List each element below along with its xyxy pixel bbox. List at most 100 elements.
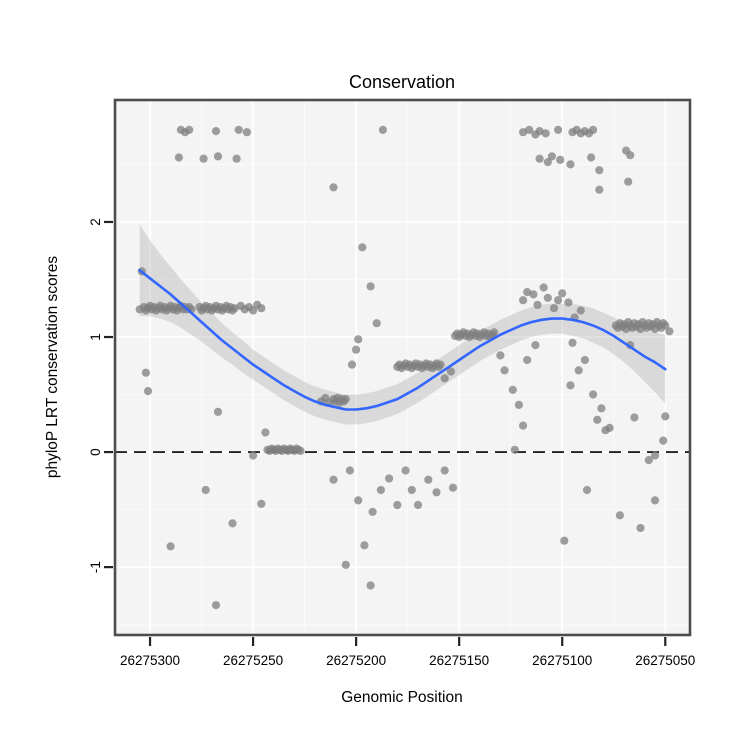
data-point	[393, 500, 402, 510]
data-point	[650, 496, 660, 505]
data-point	[424, 475, 433, 484]
data-point	[595, 166, 604, 175]
data-point	[432, 488, 441, 497]
data-point	[341, 395, 350, 404]
data-point	[539, 283, 548, 292]
data-point	[580, 355, 590, 365]
data-point	[556, 155, 565, 164]
data-point	[541, 129, 550, 138]
data-point	[589, 390, 598, 399]
data-point	[615, 511, 625, 520]
data-point	[533, 300, 542, 309]
data-point	[448, 483, 458, 492]
data-point	[232, 154, 241, 163]
data-point	[529, 290, 538, 299]
data-point	[665, 327, 674, 336]
data-point	[166, 542, 175, 551]
data-point	[490, 328, 499, 337]
data-point	[354, 496, 363, 505]
data-point	[257, 304, 266, 313]
x-axis-tick-label: 26275200	[326, 653, 386, 668]
data-point	[519, 296, 528, 305]
panel-border	[113, 98, 692, 637]
y-axis-tick-label: 1	[88, 333, 103, 341]
data-point	[230, 304, 239, 313]
smooth-trend-line	[138, 269, 667, 411]
data-point	[185, 125, 194, 134]
data-point	[234, 125, 243, 134]
data-point	[358, 243, 367, 252]
data-point	[659, 436, 668, 445]
data-point	[519, 421, 528, 430]
data-point	[360, 541, 369, 550]
data-point	[366, 581, 375, 590]
data-point	[366, 282, 375, 291]
data-point	[201, 485, 210, 495]
data-point	[644, 456, 653, 465]
data-point	[564, 298, 573, 307]
data-point	[508, 385, 517, 394]
data-point	[574, 366, 583, 375]
y-axis-tick-label: 2	[88, 218, 103, 226]
data-point	[636, 523, 645, 533]
data-point	[354, 335, 363, 344]
data-point	[523, 355, 532, 365]
data-point	[624, 177, 633, 186]
data-point	[587, 153, 596, 162]
data-point	[446, 367, 455, 376]
x-axis-tick-label: 26275300	[120, 653, 180, 668]
data-point	[661, 412, 670, 421]
data-point	[329, 183, 338, 192]
data-point	[228, 519, 237, 528]
data-point	[211, 127, 221, 136]
data-point	[543, 158, 552, 167]
data-point	[510, 445, 519, 454]
data-point	[626, 151, 635, 160]
data-point	[597, 404, 606, 413]
y-axis-tick-label: 0	[88, 448, 103, 456]
data-point	[407, 485, 416, 495]
data-point	[543, 293, 552, 302]
data-point	[249, 306, 258, 315]
data-point	[440, 466, 449, 475]
data-point	[661, 321, 670, 330]
data-point	[213, 152, 223, 161]
data-point	[568, 338, 577, 347]
data-point	[500, 366, 509, 375]
x-axis-tick-label: 26275100	[532, 653, 592, 668]
data-point	[401, 466, 410, 475]
data-point	[352, 345, 361, 354]
data-point	[213, 407, 223, 416]
data-point	[558, 289, 567, 298]
x-axis-label: Genomic Position	[341, 689, 462, 706]
data-point	[413, 500, 423, 510]
data-point	[554, 296, 563, 305]
data-point	[589, 125, 598, 134]
data-point	[440, 374, 449, 383]
data-point	[560, 536, 569, 545]
data-point	[554, 125, 563, 134]
data-point	[523, 288, 532, 297]
y-axis-tick-label: -1	[88, 561, 103, 573]
x-axis-tick-label: 26275250	[223, 653, 283, 668]
data-point	[385, 474, 394, 483]
data-point	[143, 387, 153, 396]
confidence-band	[139, 224, 666, 425]
x-axis-tick-label: 26275050	[635, 653, 695, 668]
data-point	[345, 466, 354, 475]
data-point	[576, 306, 585, 315]
data-point	[211, 601, 221, 610]
data-point	[347, 360, 357, 369]
plot-title: Conservation	[349, 72, 455, 92]
data-point	[531, 341, 540, 350]
data-point	[514, 400, 524, 409]
data-point	[436, 360, 445, 369]
data-point	[174, 153, 183, 162]
data-point	[593, 415, 602, 424]
data-point	[547, 152, 557, 161]
data-point	[141, 368, 150, 377]
data-point	[525, 125, 534, 134]
data-point	[341, 560, 350, 569]
